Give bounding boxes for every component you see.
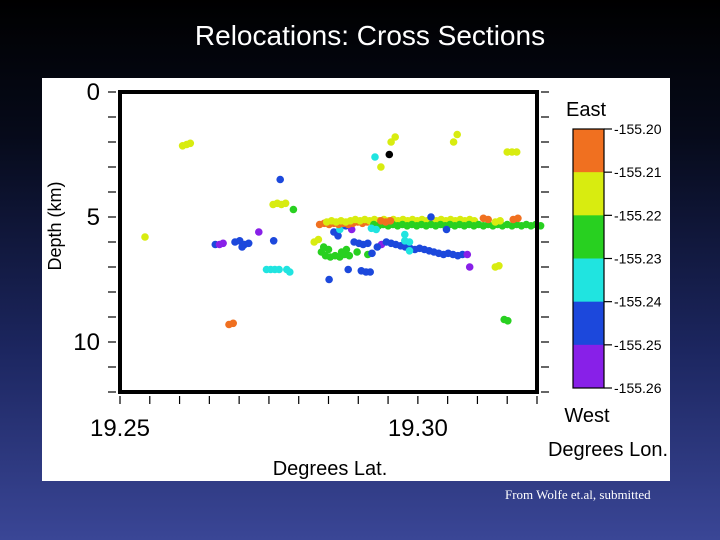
data-point (244, 239, 253, 248)
colorbar-top-label: East (566, 99, 606, 121)
data-point (449, 138, 458, 146)
data-point (255, 228, 263, 236)
data-point (463, 250, 472, 259)
data-point (373, 243, 382, 251)
data-point (141, 233, 149, 241)
data-point (178, 142, 187, 150)
data-point (364, 239, 372, 248)
data-point (465, 263, 474, 271)
data-point (512, 148, 521, 156)
data-point (238, 243, 246, 251)
colorbar-axis-title: Degrees Lon. (548, 439, 668, 461)
data-point (372, 225, 381, 234)
slide-title: Relocations: Cross Sections (194, 20, 546, 51)
data-point (276, 175, 284, 184)
colorbar-segment (573, 301, 604, 346)
colorbar-segment (573, 215, 604, 259)
plot-frame (118, 90, 539, 394)
data-point (484, 215, 493, 224)
data-point (281, 199, 290, 208)
data-point (405, 247, 414, 255)
colorbar-segment (573, 344, 604, 389)
data-point (391, 133, 400, 141)
data-point (344, 265, 353, 274)
data-point (269, 237, 278, 245)
data-point (275, 265, 283, 274)
colorbar-bottom-label: West (564, 405, 610, 427)
data-point (337, 248, 346, 256)
x-tick-label: 19.25 (90, 415, 150, 442)
colorbar-tick-label: -155.24 (614, 294, 662, 310)
x-tick-label: 19.30 (388, 415, 448, 442)
colorbar-tick-label: -155.23 (614, 251, 662, 267)
y-axis-ticks: 0 5 10 (73, 79, 549, 393)
data-point (334, 232, 342, 240)
colorbar-segment (573, 172, 604, 216)
colorbar-segment (573, 258, 604, 303)
data-point (453, 130, 462, 139)
data-point (353, 248, 361, 256)
data-point (377, 163, 385, 171)
x-axis-ticks: 19.25 19.30 (90, 396, 538, 442)
data-point (387, 138, 395, 146)
x-axis-title: Degrees Lat. (273, 458, 388, 480)
data-point (368, 249, 376, 258)
data-point (386, 217, 395, 225)
data-point (496, 217, 504, 225)
colorbar-tick-label: -155.26 (614, 380, 662, 396)
data-point (442, 225, 451, 234)
colorbar-tick-label: -155.25 (614, 337, 662, 353)
plot-area (141, 130, 545, 329)
y-tick-label: 5 (87, 204, 100, 231)
colorbar: -155.20 -155.21 -155.22 -155.23 -155.24 -155.… (572, 121, 662, 396)
data-point (371, 153, 379, 161)
data-point (495, 262, 503, 270)
y-axis-title: Depth (km) (45, 181, 65, 270)
colorbar-tick-label: -155.20 (614, 121, 662, 137)
data-point (427, 213, 435, 221)
data-point (229, 319, 237, 328)
figure-panel: 19.25 19.30 0 5 10 Degrees Lat. Depth (km) … (42, 78, 670, 481)
data-point (219, 239, 227, 248)
data-point (314, 235, 323, 244)
data-point (405, 238, 414, 246)
data-point (186, 139, 195, 148)
data-point (345, 251, 354, 260)
data-point (385, 150, 394, 159)
data-point (289, 205, 298, 214)
citation-text: From Wolfe et.al, submitted (505, 487, 651, 502)
data-point (286, 268, 294, 276)
data-point (401, 230, 409, 239)
data-point (324, 245, 333, 254)
data-point (504, 317, 512, 325)
data-point (366, 268, 375, 276)
data-point (325, 275, 333, 284)
colorbar-tick-label: -155.22 (614, 207, 662, 223)
colorbar-tick-label: -155.21 (614, 164, 662, 180)
y-tick-label: 10 (73, 329, 100, 356)
colorbar-segment (573, 129, 604, 173)
y-tick-label: 0 (87, 79, 100, 106)
data-point (514, 214, 522, 223)
